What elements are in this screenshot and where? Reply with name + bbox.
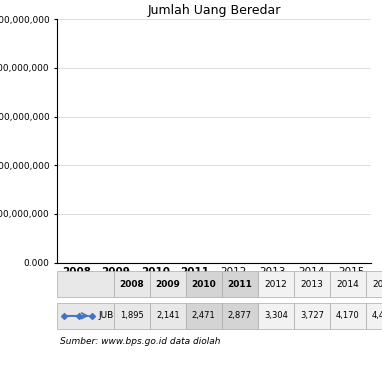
FancyBboxPatch shape xyxy=(114,271,150,297)
FancyBboxPatch shape xyxy=(294,271,330,297)
FancyBboxPatch shape xyxy=(330,271,366,297)
Text: 4,170: 4,170 xyxy=(336,311,360,320)
FancyBboxPatch shape xyxy=(186,303,222,329)
Text: 4,404: 4,404 xyxy=(372,311,382,320)
Text: 2013: 2013 xyxy=(300,280,323,289)
FancyBboxPatch shape xyxy=(222,303,258,329)
FancyBboxPatch shape xyxy=(330,303,366,329)
FancyBboxPatch shape xyxy=(366,303,382,329)
FancyBboxPatch shape xyxy=(258,271,294,297)
FancyBboxPatch shape xyxy=(150,303,186,329)
Text: 3,304: 3,304 xyxy=(264,311,288,320)
FancyBboxPatch shape xyxy=(294,303,330,329)
FancyBboxPatch shape xyxy=(57,303,114,329)
Text: 2014: 2014 xyxy=(337,280,359,289)
Text: 1,895: 1,895 xyxy=(120,311,144,320)
Title: Jumlah Uang Beredar: Jumlah Uang Beredar xyxy=(147,4,281,17)
FancyBboxPatch shape xyxy=(150,271,186,297)
Text: 2011: 2011 xyxy=(227,280,252,289)
FancyBboxPatch shape xyxy=(114,303,150,329)
FancyBboxPatch shape xyxy=(258,303,294,329)
FancyBboxPatch shape xyxy=(57,271,114,297)
Text: 2,877: 2,877 xyxy=(228,311,252,320)
FancyBboxPatch shape xyxy=(186,271,222,297)
Text: 2,471: 2,471 xyxy=(192,311,215,320)
Text: JUB: JUB xyxy=(98,311,113,320)
FancyBboxPatch shape xyxy=(222,271,258,297)
Text: 2015: 2015 xyxy=(372,280,382,289)
Text: 2012: 2012 xyxy=(264,280,287,289)
Text: 2008: 2008 xyxy=(119,280,144,289)
Text: Sumber: www.bps.go.id data diolah: Sumber: www.bps.go.id data diolah xyxy=(60,337,221,346)
Text: 2,141: 2,141 xyxy=(156,311,180,320)
FancyBboxPatch shape xyxy=(366,271,382,297)
Text: 2009: 2009 xyxy=(155,280,180,289)
Text: 3,727: 3,727 xyxy=(300,311,324,320)
Text: 2010: 2010 xyxy=(191,280,216,289)
